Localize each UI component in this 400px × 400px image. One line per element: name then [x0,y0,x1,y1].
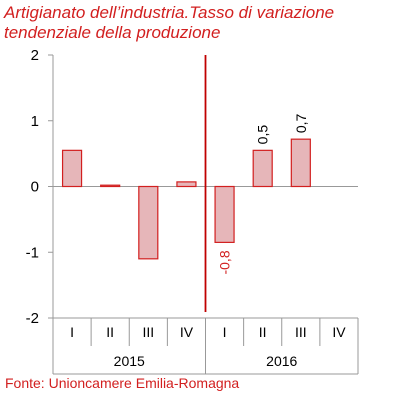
bar [176,181,197,188]
bar [290,138,311,188]
x-tick-label: III [142,324,154,340]
x-tick-label: III [295,324,307,340]
x-tick-label: IV [332,324,346,340]
x-tick-label: I [70,324,74,340]
y-tick-label: 1 [31,113,39,130]
data-label: 0,7 [293,113,309,133]
bar [138,185,159,260]
y-tick-label: -2 [26,310,39,327]
bar [100,184,121,188]
bar [252,149,273,188]
x-tick-label: IV [180,324,194,340]
x-group-label: 2015 [114,353,145,369]
source-note: Fonte: Unioncamere Emilia-Romagna [5,375,240,391]
y-tick-label: 2 [31,47,39,64]
data-label: 0,5 [255,125,271,145]
chart-title: Artigianato dell’industria.Tasso di vari… [4,3,396,43]
x-tick-label: II [259,324,267,340]
y-tick-label: 0 [31,179,39,196]
x-group-label: 2016 [266,353,297,369]
data-label: -0,8 [217,250,233,274]
x-tick-label: I [223,324,227,340]
bar [61,149,83,188]
bar [214,185,235,243]
chart-title-line-1: Artigianato dell’industria.Tasso di vari… [4,3,335,22]
x-tick-label: II [106,324,114,340]
y-tick-label: -1 [26,244,39,261]
chart-title-line-2: tendenziale della produzione [4,23,221,42]
